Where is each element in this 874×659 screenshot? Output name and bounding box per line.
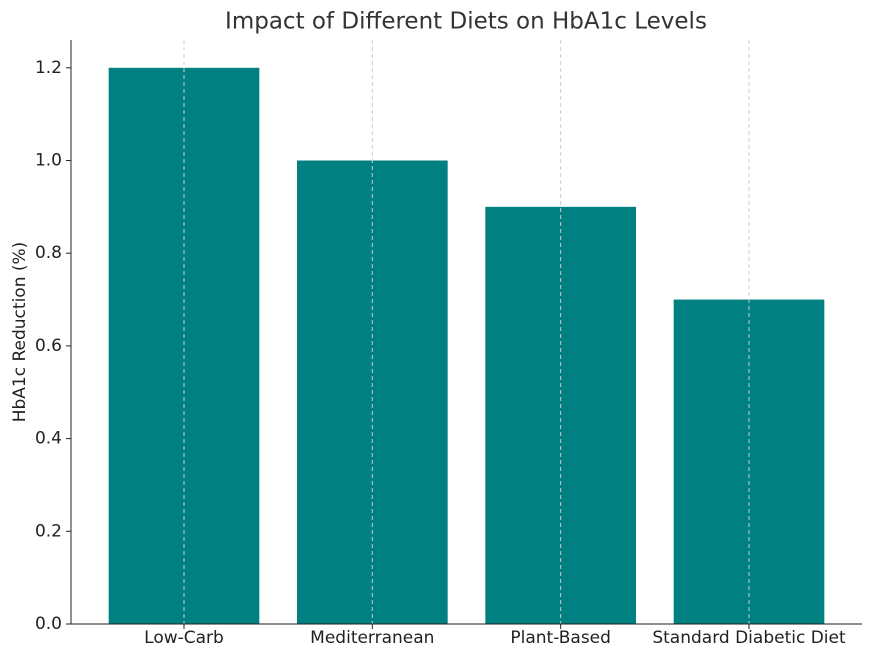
y-tick-label: 0.4 (35, 429, 62, 449)
y-tick-label: 0.6 (35, 336, 62, 356)
y-tick-label: 1.0 (35, 151, 62, 171)
y-tick-label: 0.8 (35, 243, 62, 263)
y-tick-label: 0.2 (35, 521, 62, 541)
x-tick-label: Standard Diabetic Diet (652, 628, 846, 648)
y-axis-label: HbA1c Reduction (%) (10, 242, 30, 423)
y-tick-label: 0.0 (35, 614, 62, 634)
x-tick-label: Mediterranean (310, 628, 434, 648)
x-tick-label: Plant-Based (510, 628, 611, 648)
x-tick-label: Low-Carb (144, 628, 224, 648)
chart-title: Impact of Different Diets on HbA1c Level… (225, 9, 707, 35)
y-tick-label: 1.2 (35, 58, 62, 78)
